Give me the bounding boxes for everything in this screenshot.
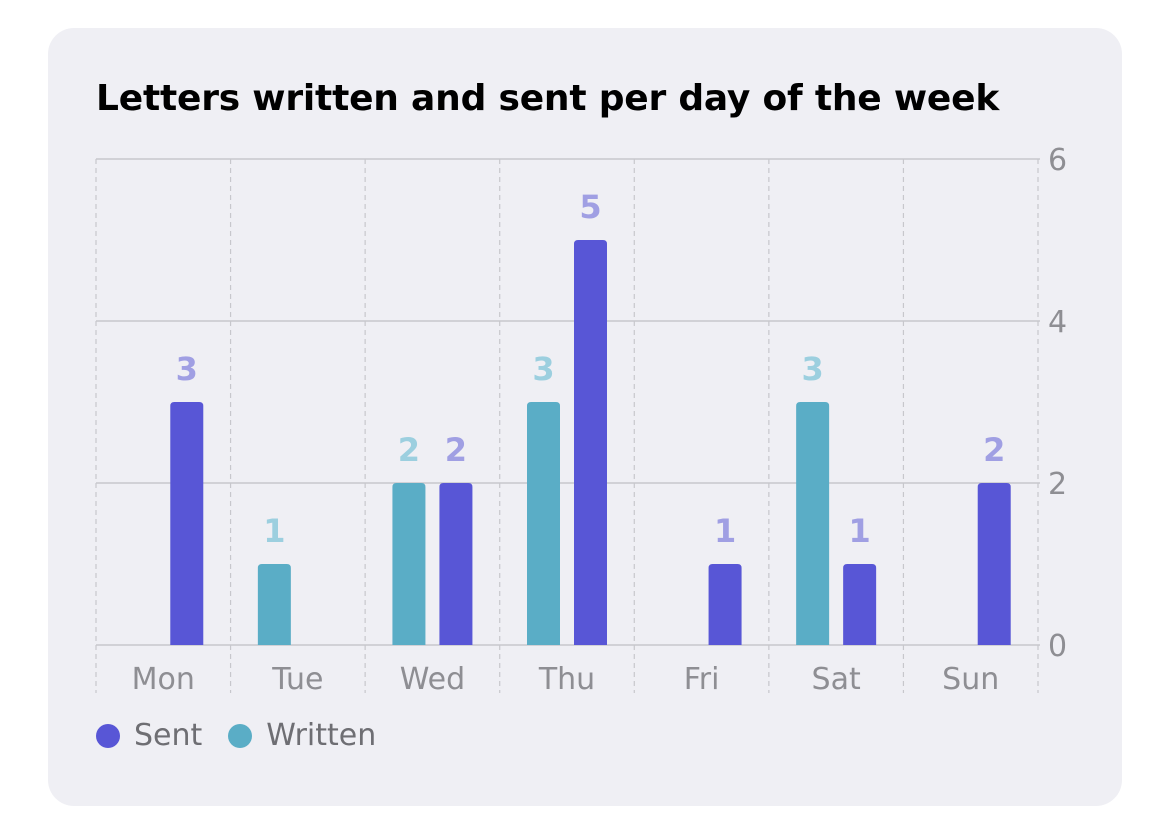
legend-label-written: Written [266,718,377,753]
bars [170,240,1011,645]
bar-sent-wed [439,483,473,645]
bar-sent-fri [708,564,742,645]
x-tick-label: Sat [812,662,861,697]
data-label-sent-fri: 1 [714,512,736,550]
grid [95,158,1040,693]
y-tick-label: 6 [1048,143,1067,178]
bar-sent-mon [170,402,204,645]
data-label-written-tue: 1 [263,512,285,550]
legend-item-written: Written [228,718,376,753]
data-label-sent-mon: 3 [176,350,198,388]
bar-written-thu [527,402,560,645]
axis-ticks: 0 2 4 6 Mon Tue Wed Thu Fri Sat Sun [132,143,1067,697]
chart-title: Letters written and sent per day of the … [96,78,1000,119]
data-label-sent-sun: 2 [983,431,1005,469]
x-tick-label: Wed [400,662,465,697]
bar-written-tue [257,564,291,645]
data-label-written-thu: 3 [532,350,554,388]
x-tick-label: Fri [684,662,720,697]
y-tick-label: 4 [1048,305,1067,340]
bar-sent-sat [843,564,877,645]
bar-sent-thu [574,240,607,645]
x-tick-label: Sun [942,662,999,697]
data-label-sent-wed: 2 [445,431,467,469]
bar-sent-sun [977,483,1011,645]
x-tick-label: Thu [538,662,595,697]
bar-written-wed [392,483,426,645]
legend: Sent Written [96,718,402,753]
data-label-sent-sat: 1 [849,512,871,550]
legend-swatch-written [228,723,253,748]
y-tick-label: 0 [1048,629,1067,664]
x-tick-label: Mon [132,662,195,697]
legend-item-sent: Sent [96,718,202,753]
data-label-written-wed: 2 [398,431,420,469]
y-tick-label: 2 [1048,467,1067,502]
bar-written-sat [796,402,830,645]
data-label-written-sat: 3 [802,350,824,388]
legend-swatch-sent [96,723,120,748]
legend-label-sent: Sent [134,718,203,753]
x-tick-label: Tue [271,662,323,697]
data-label-sent-thu: 5 [579,188,601,226]
